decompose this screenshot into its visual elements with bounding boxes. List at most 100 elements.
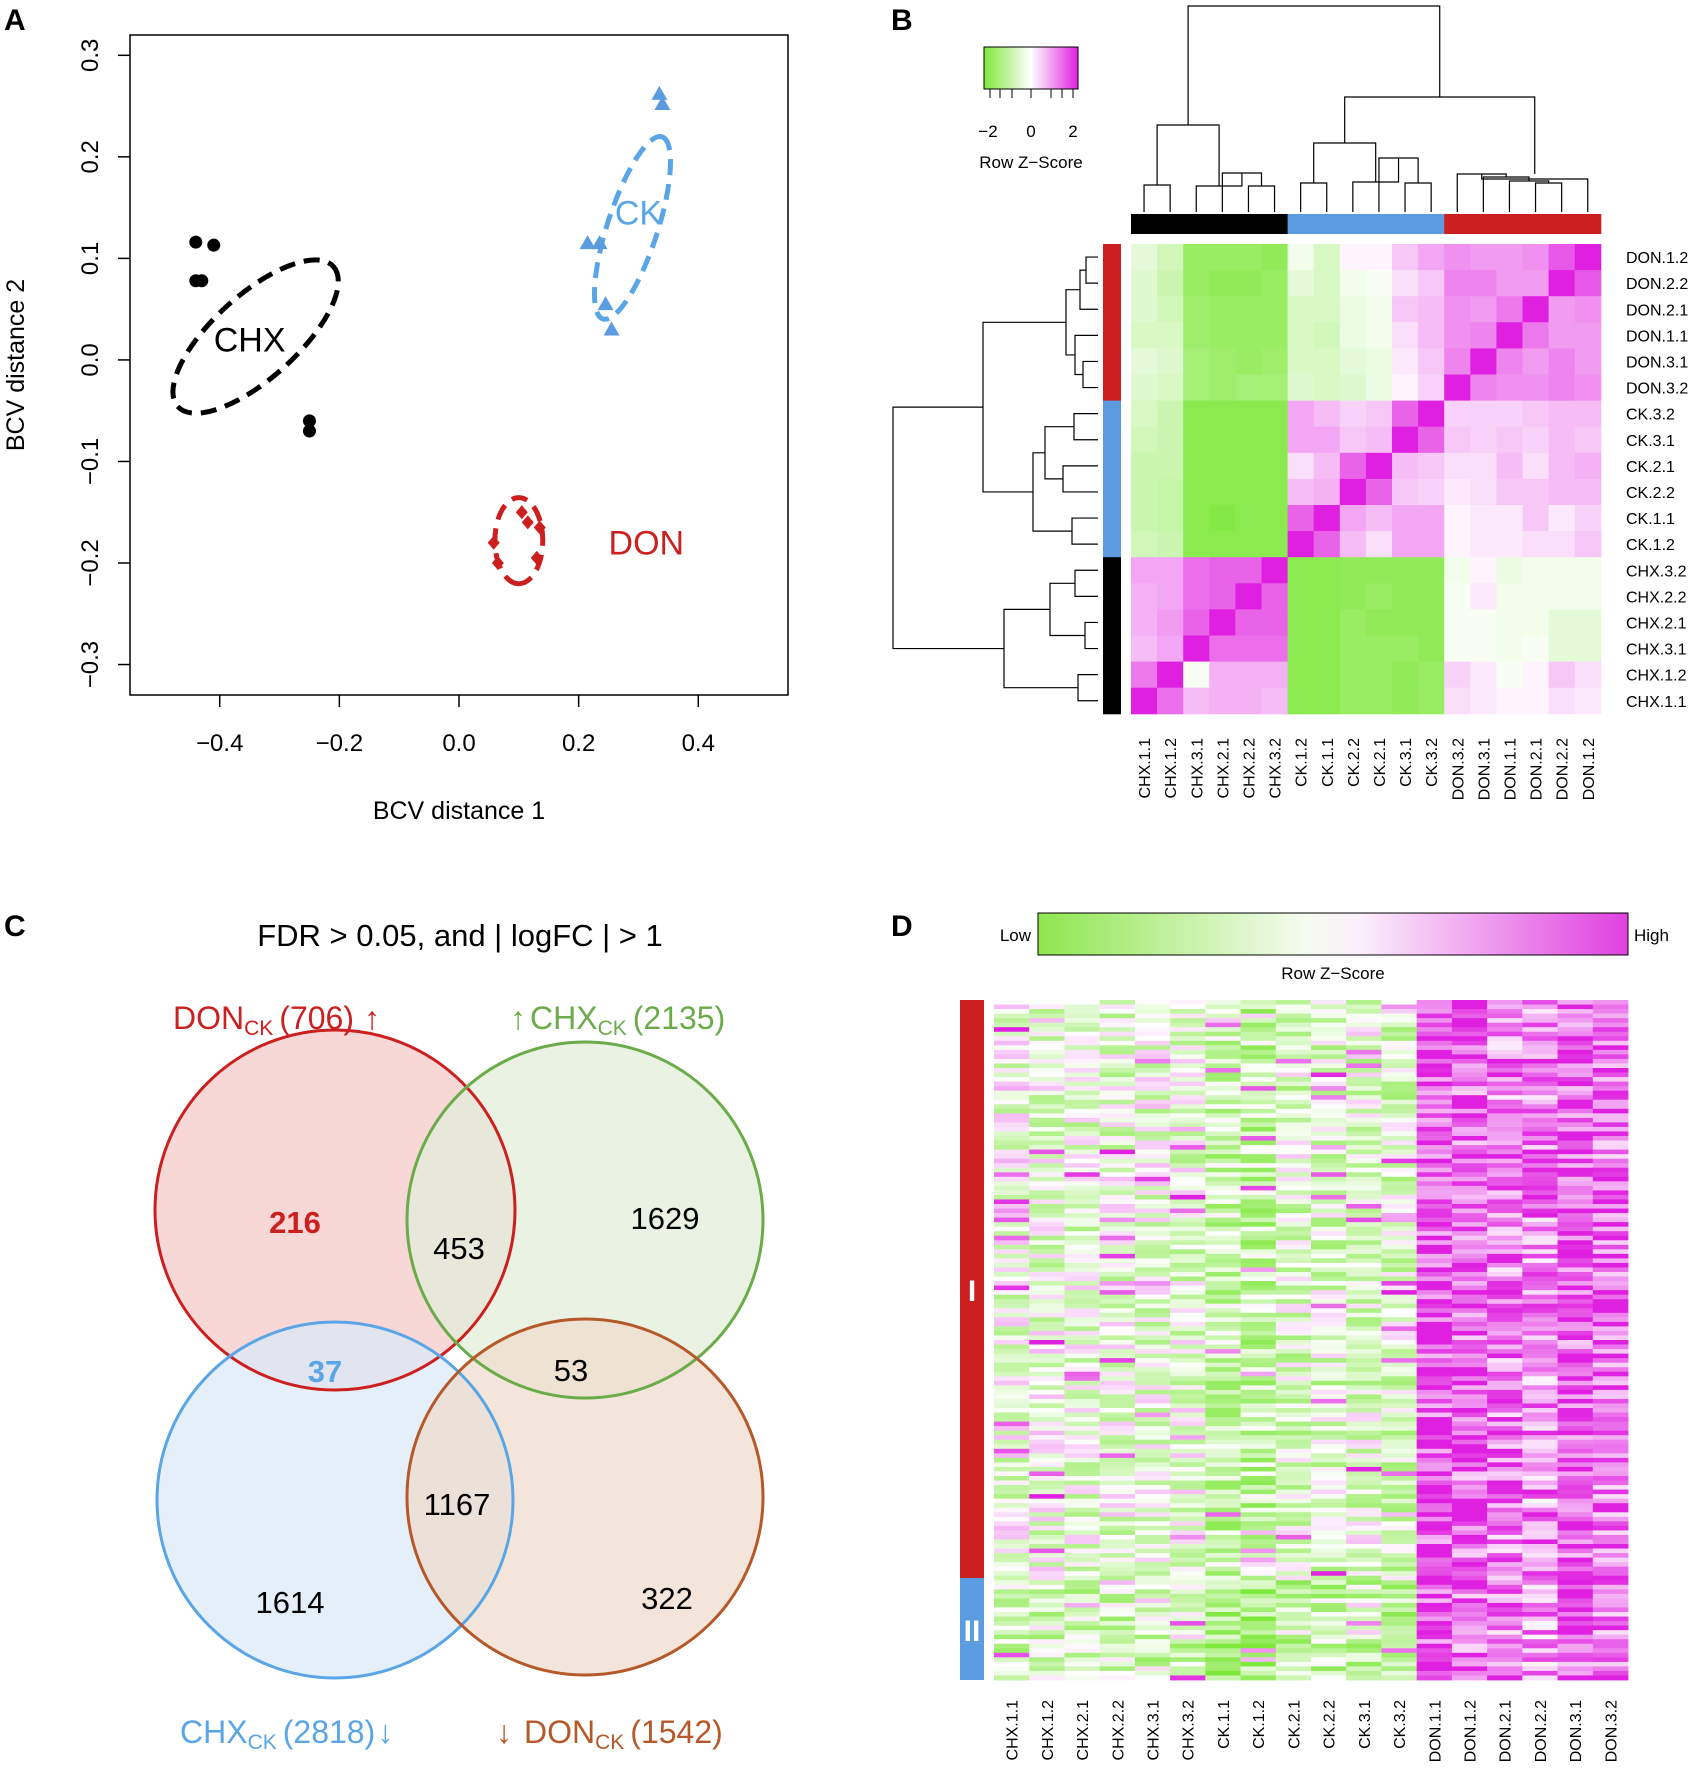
column-label: CK.3.2 [1392,1700,1409,1749]
heatmap-cell [1451,1235,1488,1241]
heatmap-cell [1365,583,1393,610]
heatmap-cell [1311,1417,1347,1422]
heatmap-cell [1205,1058,1241,1064]
heatmap-cell [1451,1643,1488,1649]
heatmap-cell [1392,583,1419,610]
heatmap-cell [1522,1462,1558,1468]
heatmap-cell [1522,1131,1558,1137]
heatmap-cell [1346,1544,1382,1549]
heatmap-cell [1157,322,1184,349]
heatmap-cell [1240,1476,1277,1481]
heatmap-cell [1064,1226,1101,1232]
heatmap-cell [1240,1643,1277,1649]
heatmap-cell [1240,1199,1277,1205]
heatmap-cell [1451,1231,1488,1237]
heatmap-cell [1592,1290,1629,1296]
row-dendrogram-branch [982,321,1066,493]
heatmap-cell [1205,1512,1241,1518]
set-label-don-down: ↓ DONCK (1542) [496,1714,723,1754]
heatmap-cell [1205,1657,1241,1663]
heatmap-cell [1592,1476,1629,1481]
heatmap-cell [1170,1294,1206,1300]
heatmap-cell [1099,1158,1136,1164]
row-dendrogram-branch [1074,334,1098,376]
heatmap-cell [1381,1185,1418,1191]
heatmap-cell [1381,1163,1418,1169]
heatmap-cell [1346,1294,1382,1300]
heatmap-cell [1451,1276,1488,1282]
heatmap-cell [1311,1466,1347,1472]
heatmap-cell [1205,1081,1241,1087]
heatmap-cell [1170,1054,1206,1060]
heatmap-cell [1170,1262,1206,1268]
heatmap-cell [1205,1476,1241,1481]
row-group-bar [1103,322,1121,349]
heatmap-cell [1134,1122,1171,1128]
heatmap-cell [1134,1204,1171,1209]
heatmap-cell [1451,1009,1488,1014]
heatmap-cell [1205,1285,1241,1291]
heatmap-cell [1574,348,1602,375]
heatmap-cell [1557,1335,1594,1341]
heatmap-cell [1029,1154,1065,1160]
heatmap-cell [1522,1612,1558,1617]
heatmap-cell [1487,1000,1523,1005]
heatmap-cell [1381,1072,1418,1078]
heatmap-cell [1381,1335,1418,1341]
heatmap-cell [1275,1612,1312,1617]
heatmap-cell [1134,1340,1171,1345]
heatmap-cell [1592,1670,1629,1676]
heatmap-cell [1451,1063,1488,1069]
heatmap-cell [1240,1226,1277,1232]
heatmap-cell [1205,1181,1241,1187]
heatmap-cell [1170,1090,1206,1096]
heatmap-cell [1029,1226,1065,1232]
heatmap-cell [994,1290,1030,1296]
row-group-bar [1103,609,1121,636]
heatmap-cell [1416,1362,1453,1368]
heatmap-cell [1451,1476,1488,1481]
heatmap-cell [1064,1457,1101,1463]
heatmap-cell [1592,1466,1629,1472]
heatmap-cell [1240,1086,1277,1092]
heatmap-cell [1131,348,1158,375]
heatmap-cell [1416,1276,1453,1282]
heatmap-cell [1522,1580,1558,1586]
heatmap-cell [1311,1534,1347,1540]
heatmap-cell [1311,1516,1347,1522]
heatmap-cell [1099,1498,1136,1504]
heatmap-cell [1209,478,1236,506]
heatmap-cell [1487,1172,1523,1178]
heatmap-cell [1029,1208,1065,1214]
heatmap-cell [1339,531,1367,558]
heatmap-cell [1522,1476,1558,1481]
heatmap-cell [1592,1612,1629,1617]
heatmap-cell [1240,1090,1277,1096]
heatmap-cell [994,1652,1030,1658]
key-tick-0: 0 [1026,122,1035,141]
heatmap-cell [1275,1235,1312,1241]
heatmap-cell [1470,400,1497,428]
heatmap-cell [1451,1317,1488,1323]
heatmap-cell [1313,635,1341,663]
heatmap-cell [1381,1344,1418,1350]
heatmap-cell [1287,478,1315,506]
heatmap-cell [1416,1580,1453,1586]
heatmap-cell [1487,1235,1523,1241]
heatmap-cell [1592,1140,1629,1146]
heatmap-cell [1275,1090,1312,1096]
row-label: DON.3.2 [1626,381,1688,398]
heatmap-cell [1487,1444,1523,1450]
heatmap-cell [1416,1466,1453,1472]
heatmap-cell [1574,270,1602,297]
heatmap-cell [1275,1077,1312,1082]
heatmap-cell [1311,1512,1347,1518]
heatmap-cell [994,1276,1030,1282]
heatmap-cell [1487,1081,1523,1087]
heatmap-cell [1418,374,1445,402]
heatmap-cell [1275,1557,1312,1563]
heatmap-cell [1487,1389,1523,1395]
heatmap-cell [1522,1095,1558,1101]
heatmap-cell [1487,1648,1523,1654]
heatmap-cell [1416,1176,1453,1182]
